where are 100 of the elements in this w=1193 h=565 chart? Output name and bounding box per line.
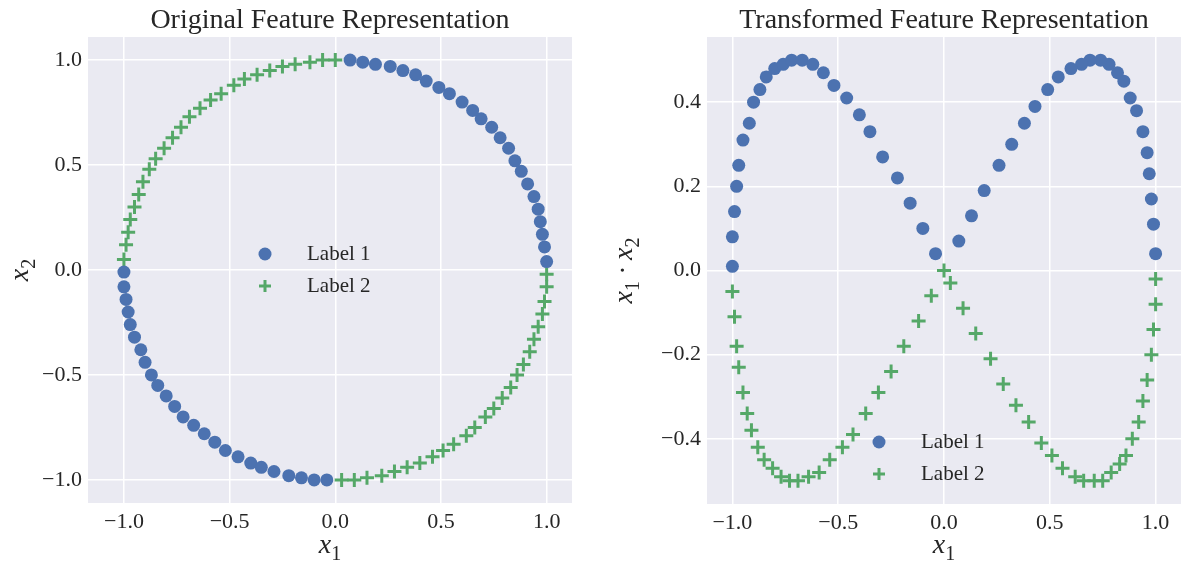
legend-label: Label 2 [307,272,371,297]
legend-label: Label 2 [921,460,985,485]
point [876,150,890,164]
point [965,209,979,223]
point [730,179,744,193]
y-tick-label: 0.0 [673,256,701,282]
point [1075,57,1089,71]
point [502,379,520,397]
point [466,103,480,117]
point [749,438,767,456]
point [952,234,966,248]
point [197,427,211,441]
x-tick-label: 1.0 [532,507,561,533]
point [485,400,503,418]
point [890,171,904,185]
point [147,150,165,168]
point [1051,70,1065,84]
point [533,215,547,229]
point [1102,463,1120,481]
point [935,262,953,279]
x-tick-label: −0.5 [209,507,250,533]
point [1136,125,1150,139]
point [954,299,972,317]
point [434,442,452,460]
point [723,283,741,301]
point [540,255,554,269]
y-tick-label: −1.0 [42,465,82,491]
point [1064,62,1078,76]
point [373,467,391,485]
point [1054,459,1071,477]
point [1117,447,1135,465]
point [535,227,549,241]
point [1147,295,1165,313]
point [538,265,556,283]
point [753,83,767,97]
point [1144,320,1162,338]
point [254,460,268,474]
point [117,236,135,254]
y-tick-label: 1.0 [54,45,82,71]
point [168,399,182,413]
point [1094,472,1112,490]
point [474,112,488,126]
y-tick-label: −0.4 [661,424,701,450]
point [411,454,429,472]
point [267,465,281,479]
point [521,177,535,191]
point [728,337,746,355]
point [531,202,545,216]
point [235,70,253,88]
point [536,292,554,310]
x-tick-label: 0.5 [1036,508,1064,534]
point [816,66,830,80]
point [176,410,190,424]
point [725,259,739,273]
point [231,450,245,464]
point [128,330,141,344]
point [172,118,190,136]
point [273,57,291,75]
point [1142,346,1160,364]
point [734,384,752,402]
point [1123,430,1141,448]
point [538,278,556,296]
point [314,51,332,69]
point [212,85,230,103]
point [286,55,304,73]
point [852,108,866,122]
point [922,287,940,305]
point [994,375,1012,393]
point [1138,371,1156,389]
point [929,247,943,261]
point [343,53,357,67]
point [732,158,746,172]
y-tick-label: 0.4 [673,87,701,113]
point [1123,91,1137,105]
y-tick-label: 0.2 [673,172,701,198]
point [736,133,750,147]
point [833,438,851,456]
point [728,205,742,219]
point [857,405,875,423]
point [202,91,220,109]
point [140,160,158,178]
point [882,362,900,380]
point [508,366,526,384]
point [1146,217,1160,231]
point [345,471,363,489]
point [1142,167,1156,181]
point [419,74,433,88]
point [514,164,528,178]
point [442,87,456,101]
point [840,91,854,105]
point [742,116,756,130]
chart-title: Transformed Feature Representation [739,3,1149,34]
point [1028,99,1042,113]
x-tick-label: 1.0 [1141,508,1170,534]
point [738,405,756,423]
point [445,435,463,453]
legend-label: Label 1 [307,240,371,265]
point [138,355,152,369]
point [982,350,1000,368]
y-tick-label: −0.2 [661,340,701,366]
